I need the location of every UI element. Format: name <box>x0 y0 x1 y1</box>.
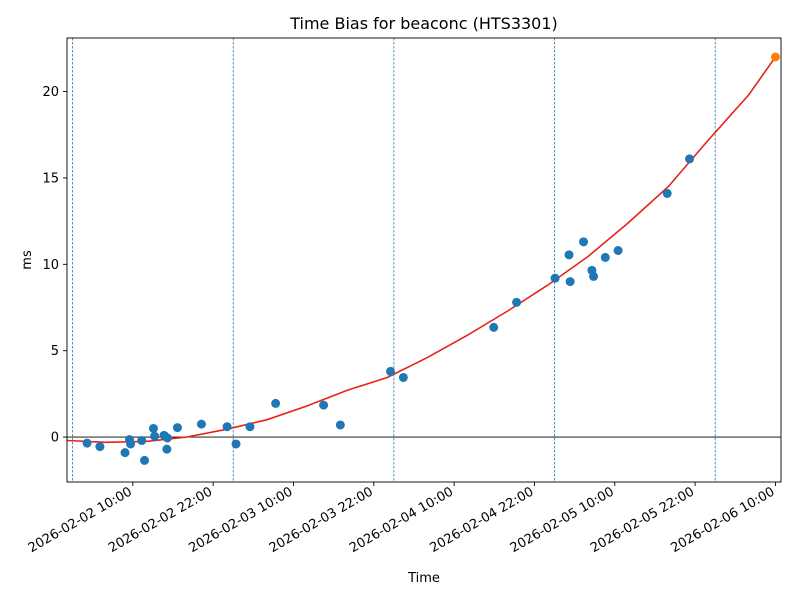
y-tick-label: 5 <box>51 344 59 359</box>
data-point <box>126 439 136 449</box>
axes-frame <box>66 37 782 483</box>
data-point <box>489 322 499 332</box>
data-point <box>600 252 610 262</box>
data-point <box>550 273 560 283</box>
data-point <box>613 245 623 255</box>
y-tick-label: 0 <box>51 431 59 446</box>
data-point <box>386 366 396 376</box>
data-point <box>685 154 695 164</box>
data-point <box>589 271 599 281</box>
y-tick-label: 15 <box>42 171 59 186</box>
data-point <box>398 372 408 382</box>
y-axis-title: ms <box>20 250 35 270</box>
data-point <box>579 237 589 247</box>
data-point <box>162 433 172 443</box>
data-point <box>120 448 130 458</box>
data-point <box>319 400 329 410</box>
data-point <box>245 422 255 432</box>
data-point <box>148 423 158 433</box>
data-point <box>231 439 241 449</box>
data-point <box>150 431 160 441</box>
data-point <box>222 422 232 432</box>
data-point <box>82 438 92 448</box>
y-tick-label: 10 <box>42 258 59 273</box>
fit-curve <box>66 56 777 444</box>
data-point <box>662 188 672 198</box>
y-tick-label: 20 <box>42 85 59 100</box>
data-point <box>162 444 172 454</box>
data-point <box>137 436 147 446</box>
data-point <box>335 420 345 430</box>
data-point <box>271 398 281 408</box>
data-point <box>565 277 575 287</box>
highlight-point <box>770 52 780 62</box>
data-point <box>95 442 105 452</box>
data-point <box>196 419 206 429</box>
data-point <box>512 297 522 307</box>
data-point <box>140 455 150 465</box>
chart-title: Time Bias for beaconc (HTS3301) <box>289 14 558 33</box>
data-point <box>564 250 574 260</box>
data-point <box>172 423 182 433</box>
x-axis-title: Time <box>407 571 440 586</box>
